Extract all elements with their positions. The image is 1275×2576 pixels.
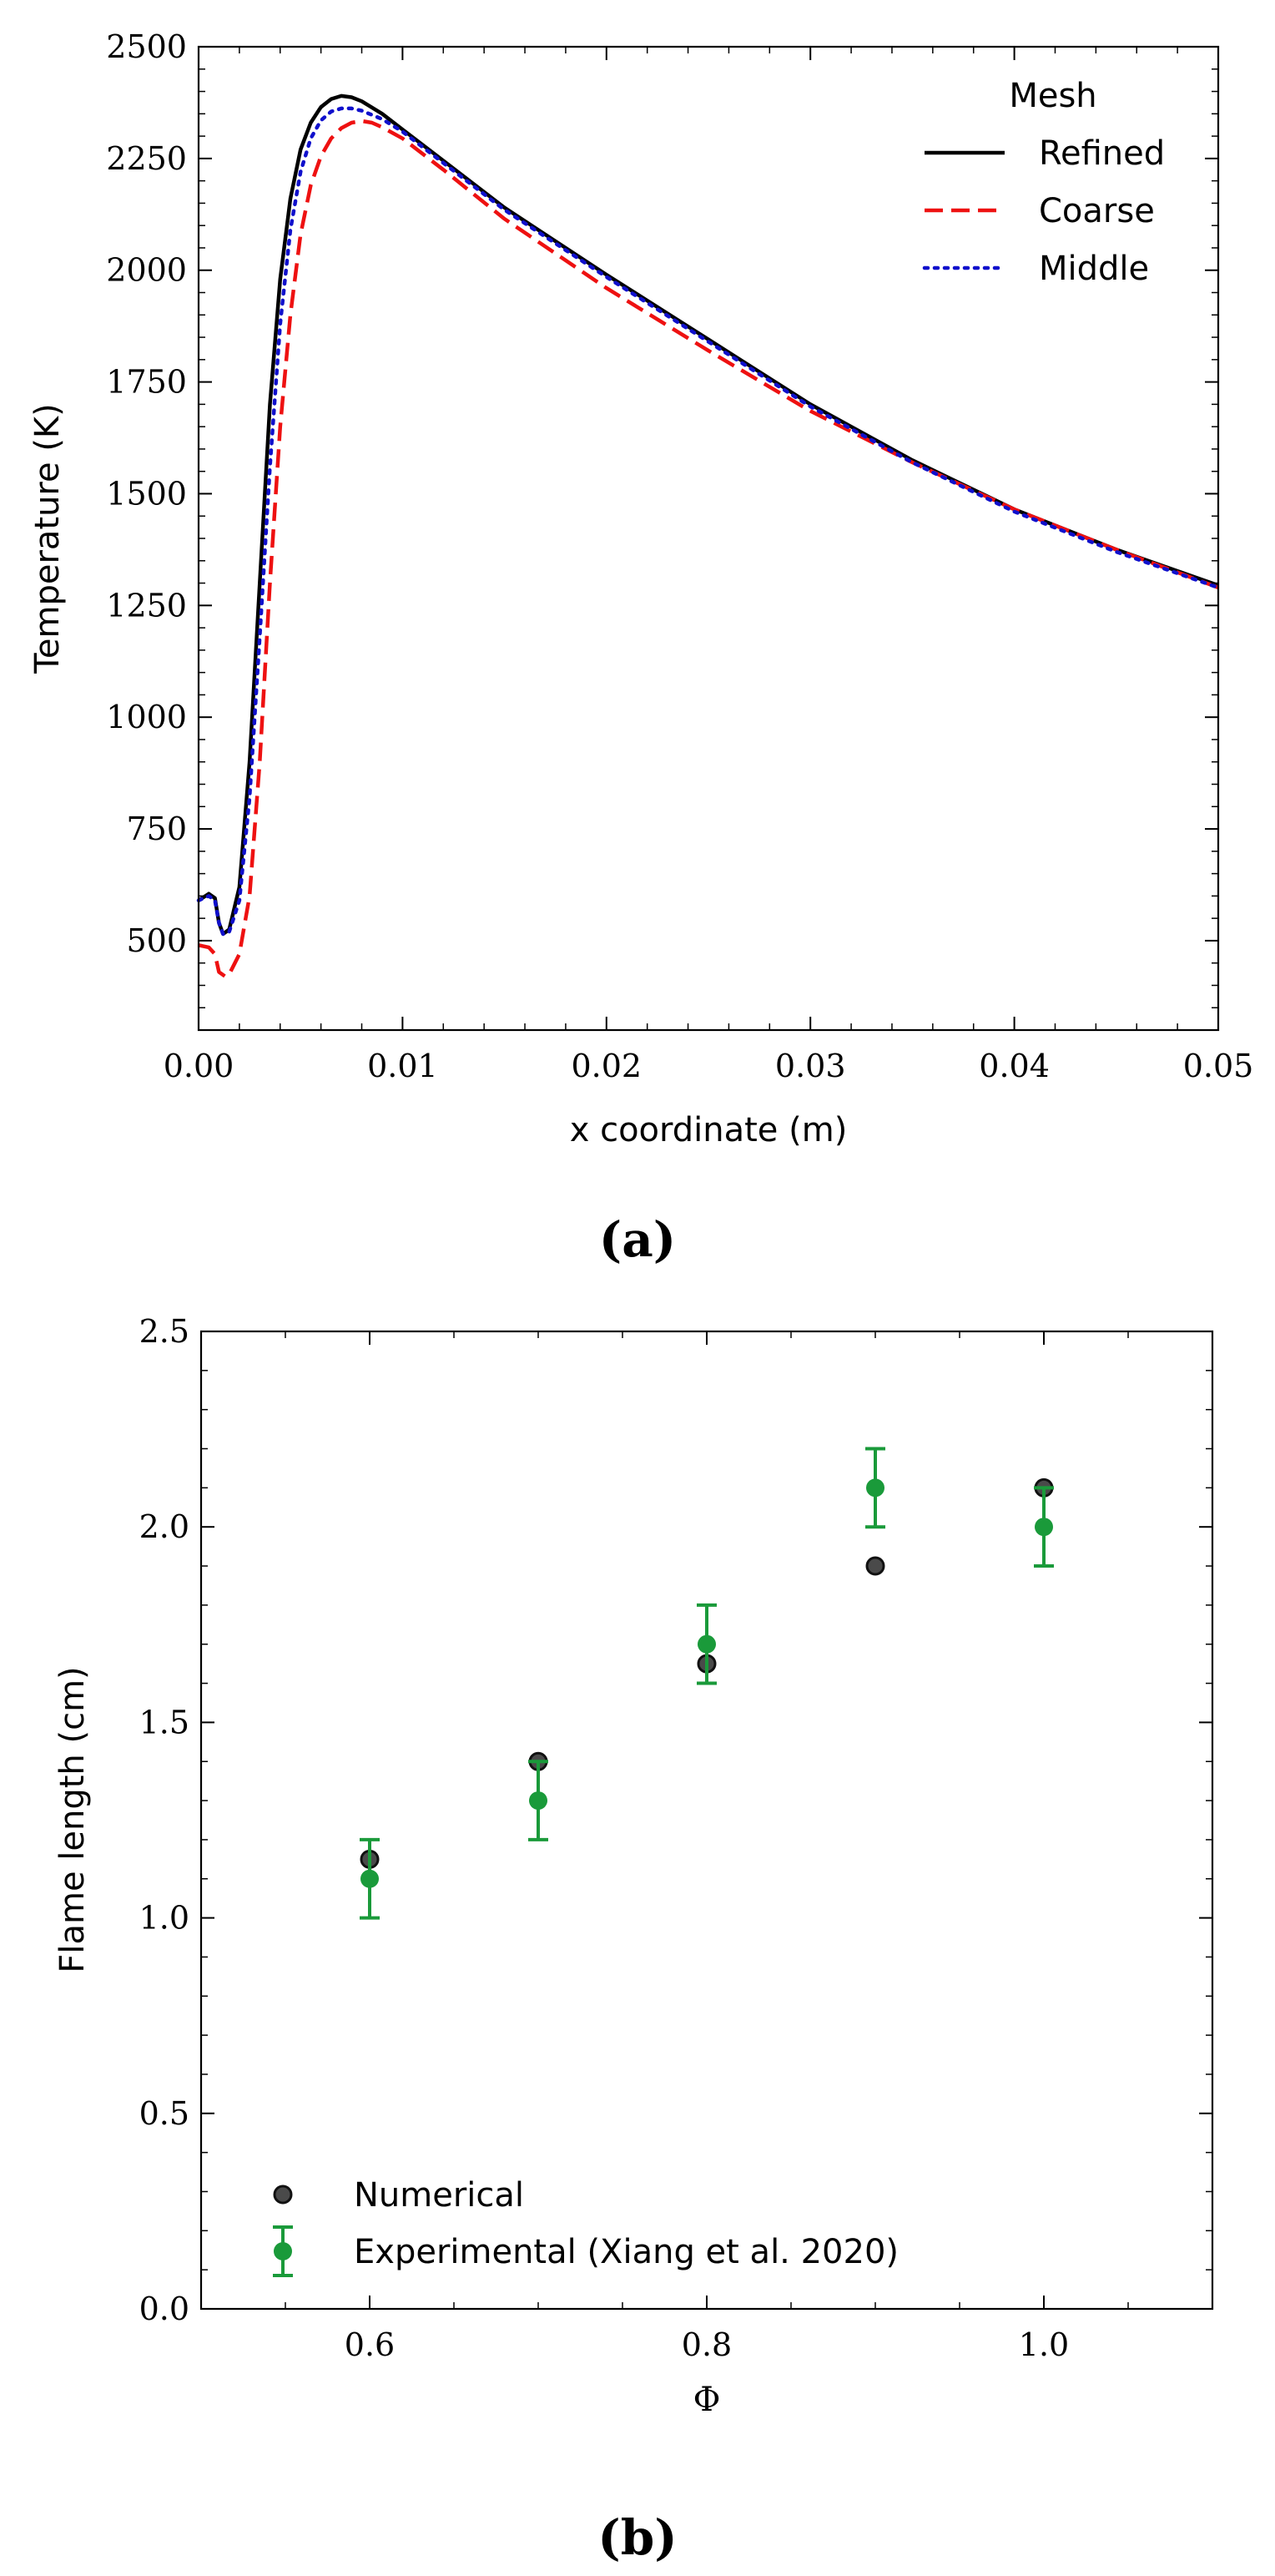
panel-a-y-tick-label: 1250 bbox=[106, 587, 187, 624]
panel-b-legend-numerical-marker bbox=[273, 2185, 293, 2205]
panel-a-legend: Mesh Refined Coarse Middle bbox=[922, 77, 1165, 288]
panel-b-y-tick-label: 1.0 bbox=[139, 1900, 189, 1937]
panel-a-y-tick-label: 1000 bbox=[106, 699, 187, 735]
panel-b-plot-frame bbox=[199, 1330, 1214, 2311]
panel-b-legend-label: Experimental (Xiang et al. 2020) bbox=[354, 2233, 899, 2271]
panel-a-y-tick-label: 2000 bbox=[106, 252, 187, 289]
panel-b-x-tick-label: 0.6 bbox=[345, 2326, 395, 2363]
panel-a-x-tick-label: 0.05 bbox=[1183, 1048, 1254, 1084]
panel-a-legend-label: Coarse bbox=[1039, 192, 1155, 230]
panel-a-x-tick-label: 0.04 bbox=[979, 1048, 1050, 1084]
panel-a-x-tick-label: 0.03 bbox=[775, 1048, 846, 1084]
panel-b-legend: Numerical Experimental (Xiang et al. 2020… bbox=[273, 2176, 899, 2277]
panel-a-series-line-coarse bbox=[198, 119, 1219, 978]
panel-a-y-tick-label: 1500 bbox=[106, 475, 187, 512]
panel-a-x-axis-label: x coordinate (m) bbox=[570, 1111, 848, 1149]
panel-a-y-tick-label: 500 bbox=[126, 922, 187, 959]
panel-b-x-tick-label: 1.0 bbox=[1019, 2326, 1069, 2363]
panel-b-numerical-point bbox=[865, 1556, 885, 1576]
panel-b-legend-experimental-marker bbox=[274, 2242, 292, 2260]
panel-a-x-tick-label: 0.02 bbox=[571, 1048, 642, 1084]
panel-b-y-tick-label: 0.5 bbox=[139, 2095, 189, 2132]
panel-a-y-tick-label: 2500 bbox=[106, 28, 187, 65]
panel-a-y-tick-label: 1750 bbox=[106, 364, 187, 401]
panel-b-experimental-point bbox=[529, 1791, 547, 1811]
panel-a-legend-title: Mesh bbox=[1009, 77, 1096, 115]
panel-b-y-tick-label: 1.5 bbox=[139, 1704, 189, 1740]
panel-b-experimental-point bbox=[1035, 1518, 1053, 1537]
panel-a-legend-label: Refined bbox=[1039, 134, 1165, 173]
panel-a-legend-label: Middle bbox=[1039, 250, 1149, 288]
panel-a-label: (a) bbox=[599, 1211, 676, 1268]
panel-b-legend-label: Numerical bbox=[354, 2176, 524, 2215]
panel-b-y-tick-label: 2.0 bbox=[139, 1508, 189, 1545]
panel-b-label: (b) bbox=[597, 2509, 677, 2566]
panel-a-series-line-middle bbox=[196, 106, 1221, 937]
panel-a-y-tick-label: 750 bbox=[126, 811, 187, 847]
panel-a-chart: 0.00 0.01 0.02 0.03 0.04 0.05 500 750 1000 1250 15… bbox=[28, 28, 1253, 1268]
panel-b-y-axis-label: Flame length (cm) bbox=[53, 1666, 92, 1972]
panel-a-y-axis-label: Temperature (K) bbox=[28, 403, 67, 674]
panel-b-chart: 0.6 0.8 1.0 0.0 0.5 1.0 1.5 2.0 2.5 Φ Flame leng… bbox=[53, 1313, 1214, 2566]
panel-b-x-axis-label: Φ bbox=[693, 2381, 721, 2419]
panel-b-y-tick-label: 2.5 bbox=[139, 1313, 189, 1350]
panel-b-experimental-point bbox=[698, 1634, 716, 1654]
panel-a-x-tick-label: 0.01 bbox=[367, 1048, 438, 1084]
panel-b-x-tick-label: 0.8 bbox=[682, 2326, 732, 2363]
panel-b-experimental-point bbox=[866, 1478, 884, 1498]
panel-a-y-tick-label: 2250 bbox=[106, 140, 187, 177]
panel-b-y-tick-label: 0.0 bbox=[139, 2291, 189, 2327]
panel-a-x-tick-label: 0.00 bbox=[164, 1048, 234, 1084]
panel-b-experimental-point bbox=[360, 1869, 379, 1888]
